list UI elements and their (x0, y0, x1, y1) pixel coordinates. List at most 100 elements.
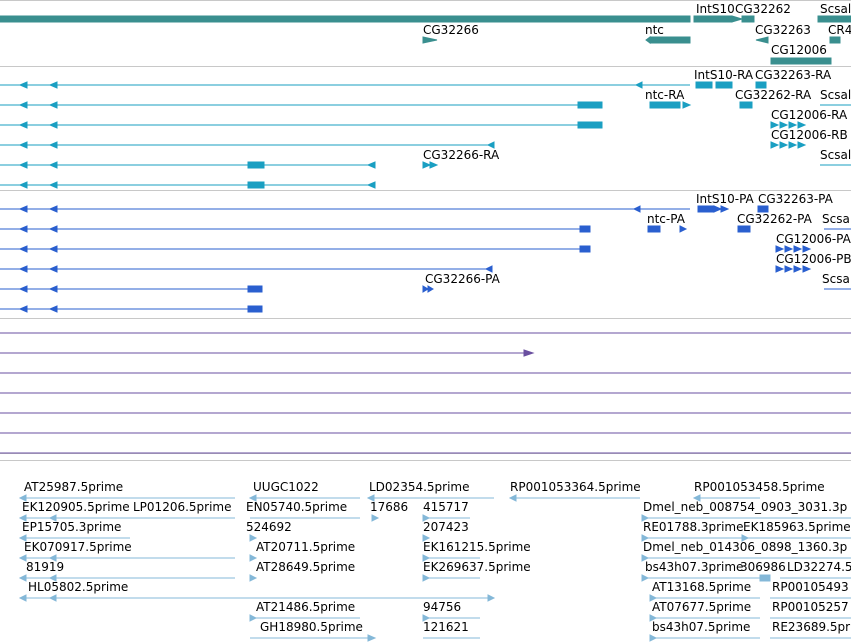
protein-glyph (793, 265, 803, 273)
est-label[interactable]: LD32274.5 (787, 560, 851, 574)
transcript-glyph (779, 141, 789, 149)
protein-label[interactable]: CG32266-PA (425, 272, 500, 286)
gene-label[interactable]: CG32263 (755, 23, 811, 37)
transcript-glyph (695, 81, 713, 89)
gene-label[interactable]: Scsalp (820, 2, 851, 16)
transcript-glyph (247, 181, 265, 189)
track-separator (0, 190, 851, 191)
protein-label[interactable]: Scsal (822, 272, 851, 286)
protein-glyph (247, 285, 263, 293)
protein-glyph (48, 285, 58, 293)
est-label[interactable]: AT13168.5prime (652, 580, 752, 594)
transcript-label[interactable]: CG32266-RA (423, 148, 500, 162)
est-label[interactable]: AT07677.5prime (652, 600, 752, 614)
est-label[interactable]: 121621 (423, 620, 469, 634)
protein-glyph (802, 265, 812, 273)
protein-glyph (18, 245, 28, 253)
protein-glyph (427, 285, 434, 293)
protein-glyph (18, 265, 28, 273)
est-label[interactable]: AT28649.5prime (256, 560, 356, 574)
gene-label[interactable]: CG32266 (423, 23, 479, 37)
gene-label[interactable]: ntc (645, 23, 664, 37)
transcript-glyph (18, 141, 28, 149)
transcript-glyph (18, 121, 28, 129)
transcript-glyph (366, 161, 376, 169)
protein-label[interactable]: CG32263-PA (758, 192, 833, 206)
protein-glyph (247, 305, 263, 313)
est-label[interactable]: LD02354.5prime (369, 480, 470, 494)
est-label[interactable]: RP00105257 (772, 600, 849, 614)
est-label[interactable]: EK070917.5prime (24, 540, 132, 554)
est-label[interactable]: Dmel_neb_014306_0898_1360.3p (643, 540, 848, 554)
est-label[interactable]: 94756 (423, 600, 462, 614)
est-label[interactable]: Dmel_neb_008754_0903_3031.3p (643, 500, 848, 514)
est-label[interactable]: AT20711.5prime (256, 540, 356, 554)
gene-glyph (645, 36, 651, 44)
protein-label[interactable]: CG32262-PA (737, 212, 812, 226)
protein-glyph (48, 305, 58, 313)
protein-glyph (697, 205, 715, 213)
transcript-glyph (247, 161, 265, 169)
est-label[interactable]: EK120905.5prime (22, 500, 130, 514)
transcript-glyph (366, 181, 376, 189)
transcript-glyph (48, 161, 58, 169)
gene-label[interactable]: CR4 (828, 23, 851, 37)
transcript-label[interactable]: Scsalp (820, 148, 851, 162)
gene-label[interactable]: CG32262 (735, 2, 791, 16)
transcript-glyph (779, 121, 789, 129)
transcript-label[interactable]: CG32262-RA (735, 88, 812, 102)
gene-label[interactable]: CG12006 (771, 43, 827, 57)
est-label[interactable]: UUGC1022 (253, 480, 319, 494)
protein-label[interactable]: Scsal (822, 212, 851, 226)
gene-track (0, 15, 851, 65)
est-label[interactable]: bs43h07.3prime (645, 560, 744, 574)
transcript-label[interactable]: Scsalp (820, 88, 851, 102)
transcript-glyph (577, 101, 603, 109)
est-label[interactable]: HL05802.5prime (28, 580, 129, 594)
transcript-label[interactable]: ntc-RA (645, 88, 685, 102)
gene-glyph (770, 57, 832, 65)
est-label[interactable]: RP001053364.5prime (510, 480, 641, 494)
est-label[interactable]: EK269637.5prime (423, 560, 531, 574)
est-label[interactable]: EK185963.5prime (743, 520, 851, 534)
protein-glyph (802, 245, 812, 253)
transcript-label[interactable]: CG12006-RA (771, 108, 848, 122)
est-label[interactable]: EN05740.5prime (246, 500, 348, 514)
protein-glyph (18, 205, 28, 213)
est-label[interactable]: RE23689.5pr (772, 620, 851, 634)
est-label[interactable]: LP01206.5prime (133, 500, 232, 514)
transcript-glyph (649, 101, 681, 109)
est-label[interactable]: RP00105493 (772, 580, 849, 594)
est-label[interactable]: 207423 (423, 520, 469, 534)
protein-label[interactable]: IntS10-PA (696, 192, 754, 206)
protein-glyph (579, 245, 591, 253)
est-label[interactable]: 415717 (423, 500, 469, 514)
protein-label[interactable]: ntc-PA (647, 212, 685, 226)
est-label[interactable]: EK161215.5prime (423, 540, 531, 554)
est-label[interactable]: 81919 (26, 560, 65, 574)
transcript-label[interactable]: CG32263-RA (755, 68, 832, 82)
other-track (0, 332, 851, 454)
gene-glyph (817, 15, 851, 23)
protein-label[interactable]: CG12006-PB (776, 252, 851, 266)
protein-glyph (18, 225, 28, 233)
est-label[interactable]: RE01788.3prime (643, 520, 744, 534)
est-track (18, 494, 851, 642)
est-label[interactable]: AT25987.5prime (24, 480, 124, 494)
est-label[interactable]: GH18980.5prime (260, 620, 363, 634)
protein-glyph (48, 225, 58, 233)
protein-glyph (784, 265, 794, 273)
est-label[interactable]: bs43h07.5prime (652, 620, 751, 634)
transcript-label[interactable]: IntS10-RA (694, 68, 754, 82)
gene-label[interactable]: IntS10 (696, 2, 735, 16)
est-label[interactable]: 306986 (740, 560, 786, 574)
est-label[interactable]: 524692 (246, 520, 292, 534)
transcript-label[interactable]: CG12006-RB (771, 128, 848, 142)
est-label[interactable]: 17686 (370, 500, 409, 514)
est-label[interactable]: RP001053458.5prime (694, 480, 825, 494)
est-label[interactable]: EP15705.3prime (22, 520, 122, 534)
est-label[interactable]: AT21486.5prime (256, 600, 356, 614)
gene-glyph (422, 36, 438, 44)
protein-label[interactable]: CG12006-PA (776, 232, 851, 246)
